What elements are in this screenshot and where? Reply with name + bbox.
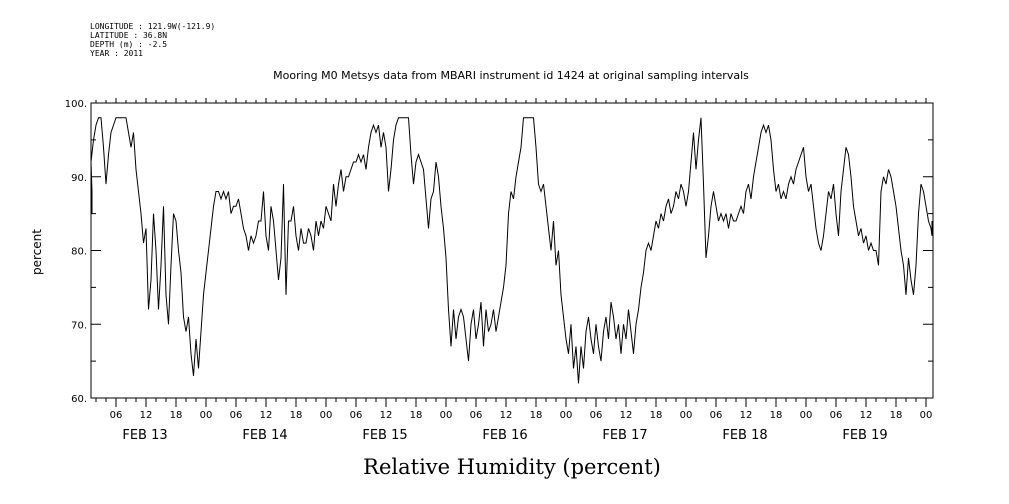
x-tick-label: 18 <box>650 410 663 421</box>
x-tick-label: 06 <box>230 410 243 421</box>
day-label: FEB 16 <box>482 428 527 443</box>
y-tick-label: 70. <box>71 320 87 331</box>
x-tick-label: 12 <box>140 410 153 421</box>
x-tick-label: 06 <box>470 410 483 421</box>
x-tick-label: 06 <box>710 410 723 421</box>
x-tick-label: 00 <box>560 410 573 421</box>
x-tick-label: 12 <box>860 410 873 421</box>
y-tick-label: 60. <box>71 394 87 405</box>
x-axis-label: Relative Humidity (percent) <box>363 455 661 479</box>
day-label: FEB 15 <box>362 428 407 443</box>
longitude-label: LONGITUDE : 121.9W(-121.9) <box>90 22 216 31</box>
x-tick-label: 00 <box>440 410 453 421</box>
x-tick-label: 18 <box>890 410 903 421</box>
x-tick-label: 18 <box>530 410 543 421</box>
humidity-series-line <box>90 117 933 384</box>
x-tick-label: 12 <box>260 410 273 421</box>
day-label: FEB 13 <box>122 428 167 443</box>
latitude-label: LATITUDE : 36.8N <box>90 31 168 40</box>
y-axis-label: percent <box>30 229 44 275</box>
day-label: FEB 19 <box>842 428 887 443</box>
day-label: FEB 18 <box>722 428 767 443</box>
depth-label: DEPTH (m) : -2.5 <box>90 40 168 49</box>
axis-ticks <box>91 98 933 407</box>
x-tick-label: 12 <box>620 410 633 421</box>
x-tick-label: 00 <box>800 410 813 421</box>
y-tick-label: 100. <box>65 99 87 110</box>
x-axis-tick-labels: 06 12 18 00 06 12 18 00 06 12 18 00 06 12 18 00 06 12 18 00… <box>110 410 933 421</box>
chart-title: Mooring M0 Metsys data from MBARI instru… <box>273 69 749 82</box>
x-tick-label: 06 <box>110 410 123 421</box>
x-tick-label: 18 <box>410 410 423 421</box>
day-label: FEB 14 <box>242 428 287 443</box>
x-tick-label: 18 <box>170 410 183 421</box>
x-tick-label: 12 <box>500 410 513 421</box>
x-tick-label: 00 <box>920 410 933 421</box>
day-label: FEB 17 <box>602 428 647 443</box>
x-tick-label: 12 <box>740 410 753 421</box>
year-label: YEAR : 2011 <box>90 49 143 58</box>
metadata-block: LONGITUDE : 121.9W(-121.9) LATITUDE : 36… <box>90 22 215 58</box>
x-tick-label: 00 <box>320 410 333 421</box>
x-tick-label: 06 <box>830 410 843 421</box>
y-axis-tick-labels: 60. 70. 80. 90. 100. <box>65 99 87 405</box>
x-tick-label: 18 <box>290 410 303 421</box>
plot-frame <box>90 102 934 399</box>
x-tick-label: 06 <box>350 410 363 421</box>
day-labels: FEB 13 FEB 14 FEB 15 FEB 16 FEB 17 FEB 18 FEB … <box>122 428 887 443</box>
y-tick-label: 80. <box>71 247 87 258</box>
x-tick-label: 18 <box>770 410 783 421</box>
x-tick-label: 00 <box>200 410 213 421</box>
y-tick-label: 90. <box>71 173 87 184</box>
x-tick-label: 12 <box>380 410 393 421</box>
x-tick-label: 06 <box>590 410 603 421</box>
x-tick-label: 00 <box>680 410 693 421</box>
